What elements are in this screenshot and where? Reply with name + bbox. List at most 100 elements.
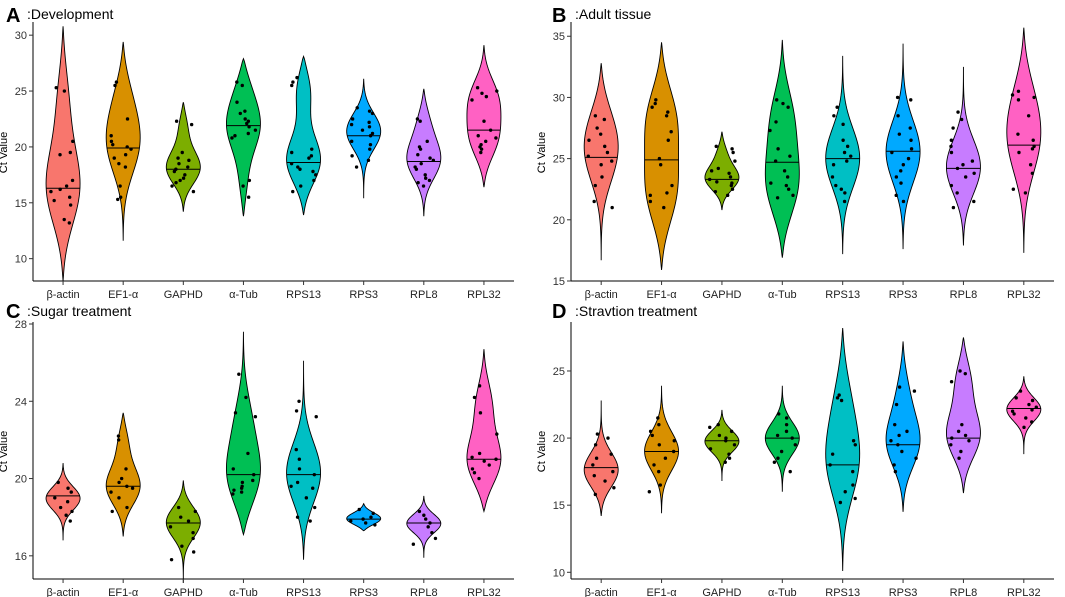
panel-title: :Sugar treatment <box>27 303 131 319</box>
violin-RPS13 <box>286 55 322 216</box>
data-point <box>610 205 614 210</box>
data-point <box>65 500 70 504</box>
data-point <box>308 519 312 523</box>
data-point <box>476 134 480 138</box>
data-point <box>366 158 371 163</box>
data-point <box>1014 396 1018 400</box>
data-point <box>784 416 789 420</box>
data-point <box>251 478 255 483</box>
data-point <box>908 126 912 130</box>
data-point <box>831 163 836 167</box>
data-point <box>417 509 422 514</box>
data-point <box>899 169 903 173</box>
data-point <box>114 80 119 84</box>
data-point <box>894 193 898 198</box>
data-point <box>233 411 238 415</box>
violin-α-Tub <box>764 39 800 258</box>
data-point <box>768 128 772 133</box>
data-point <box>775 196 780 200</box>
panel-title: :Stravtion treatment <box>575 303 697 319</box>
data-point <box>893 469 898 474</box>
data-point <box>650 105 654 109</box>
data-point <box>729 183 734 188</box>
data-point <box>170 184 174 188</box>
data-point <box>172 169 177 174</box>
data-point <box>914 456 918 460</box>
data-point <box>890 150 894 155</box>
panel-B: B:Adult tissue Ct Value 15 20 25 30 35 β-actin E… <box>536 5 1054 301</box>
data-point <box>240 480 245 485</box>
data-point <box>728 175 733 179</box>
data-point <box>775 433 780 438</box>
data-point <box>593 114 598 118</box>
data-point <box>178 178 182 183</box>
data-point <box>430 530 434 535</box>
data-point <box>363 521 368 525</box>
data-point <box>129 147 133 151</box>
data-point <box>894 175 899 179</box>
data-point <box>777 412 781 416</box>
data-point <box>1032 95 1036 100</box>
data-point <box>772 460 777 464</box>
data-point <box>779 449 784 454</box>
panel-letter: D <box>552 301 566 323</box>
data-point <box>426 525 430 529</box>
data-point <box>1010 93 1015 97</box>
data-point <box>295 480 300 485</box>
data-point <box>714 144 718 149</box>
data-point <box>484 139 488 144</box>
data-point <box>168 525 173 529</box>
data-point <box>776 147 780 151</box>
data-point <box>58 505 63 510</box>
data-point <box>1030 420 1034 424</box>
data-point <box>116 197 120 202</box>
data-point <box>1026 114 1031 118</box>
x-tick-label: RPL8 <box>410 587 438 597</box>
data-point <box>354 165 359 169</box>
data-point <box>841 122 845 127</box>
data-point <box>180 544 184 548</box>
data-point <box>609 452 613 456</box>
data-point <box>309 154 314 158</box>
data-point <box>367 120 371 125</box>
y-tick-label: 20 <box>553 215 565 227</box>
data-point <box>480 91 484 95</box>
x-tick-label: α-Tub <box>229 587 258 597</box>
data-point <box>729 429 734 434</box>
data-point <box>960 422 964 427</box>
data-point <box>892 463 896 467</box>
data-point <box>494 136 498 140</box>
x-tick-label: β-actin <box>46 587 79 597</box>
violin-EF1-α <box>644 42 680 271</box>
violin-RPL32 <box>1006 376 1042 455</box>
violin-RPL8 <box>945 66 981 246</box>
data-point <box>169 557 174 562</box>
data-point <box>295 515 300 519</box>
data-point <box>955 191 959 195</box>
data-point <box>899 181 903 185</box>
data-point <box>776 456 780 460</box>
data-point <box>123 153 128 157</box>
violin-RPL8 <box>945 337 981 494</box>
data-point <box>246 131 250 136</box>
y-tick-label: 25 <box>15 86 27 98</box>
data-point <box>897 132 902 136</box>
data-point <box>666 138 670 142</box>
data-point <box>901 163 906 167</box>
data-point <box>654 98 658 102</box>
data-point <box>733 159 737 163</box>
data-point <box>957 456 961 460</box>
data-point <box>311 486 315 490</box>
data-point <box>788 154 792 158</box>
data-point <box>421 184 426 188</box>
data-point <box>727 452 731 456</box>
data-point <box>593 492 598 497</box>
data-point <box>367 125 372 129</box>
data-point <box>838 500 843 505</box>
x-tick-label: RPL8 <box>950 587 978 597</box>
data-point <box>791 193 795 198</box>
x-tick-label: GAPHD <box>702 289 741 301</box>
data-point <box>906 156 911 161</box>
data-point <box>727 456 732 460</box>
